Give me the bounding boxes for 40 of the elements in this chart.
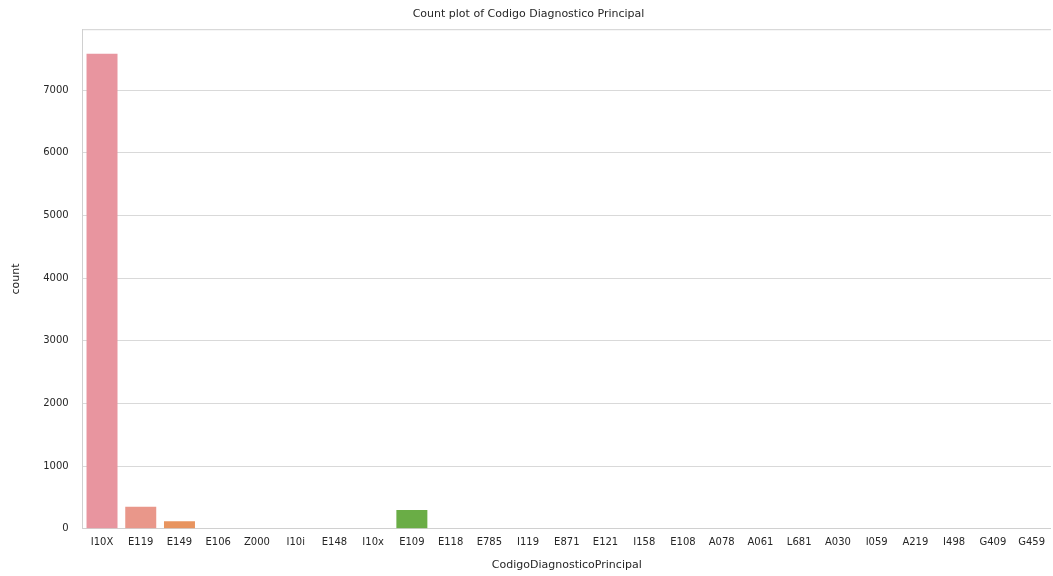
x-tick-label: E109 (399, 536, 425, 548)
x-tick-label: I498 (943, 536, 966, 548)
x-tick-label: E108 (670, 536, 696, 548)
x-tick-label: I10i (286, 536, 305, 548)
x-tick-label: I158 (633, 536, 656, 548)
y-tick-label: 1000 (43, 459, 69, 471)
y-tick-label: 5000 (43, 208, 69, 220)
y-axis-title: count (9, 262, 23, 295)
x-tick-label: L681 (786, 536, 812, 548)
bar (163, 521, 195, 529)
x-tick-label: I10x (362, 536, 385, 548)
x-tick-label: E149 (166, 536, 193, 548)
x-tick-label: E121 (592, 536, 619, 548)
y-tick-label: 4000 (43, 271, 69, 283)
y-tick-label: 0 (62, 522, 69, 534)
x-axis-title: CodigoDiagnosticoPrincipal (491, 558, 642, 572)
bar (396, 509, 428, 529)
x-tick-label: A061 (747, 536, 774, 548)
x-tick-label: I119 (517, 536, 540, 548)
x-tick-label: E118 (437, 536, 464, 548)
x-tick-label: A030 (824, 536, 851, 548)
y-tick-label: 6000 (43, 146, 69, 158)
x-tick-label: E148 (321, 536, 348, 548)
y-tick-label: 7000 (43, 83, 69, 95)
x-tick-label: E119 (128, 536, 154, 548)
chart-title: Count plot of Codigo Diagnostico Principal (412, 7, 645, 21)
x-tick-label: E785 (476, 536, 503, 548)
x-tick-label: A219 (902, 536, 929, 548)
x-tick-label: I059 (865, 536, 888, 548)
x-tick-label: I10X (90, 536, 114, 548)
x-tick-label: G409 (979, 536, 1007, 548)
bar (86, 53, 118, 529)
bar (125, 506, 157, 529)
x-tick-label: E106 (205, 536, 231, 548)
x-tick-label: Z000 (243, 536, 270, 548)
x-tick-label: G459 (1018, 536, 1045, 548)
y-tick-label: 3000 (43, 334, 69, 346)
x-tick-label: A078 (708, 536, 735, 548)
y-tick-label: 2000 (43, 397, 69, 409)
x-tick-label: E871 (554, 536, 580, 548)
